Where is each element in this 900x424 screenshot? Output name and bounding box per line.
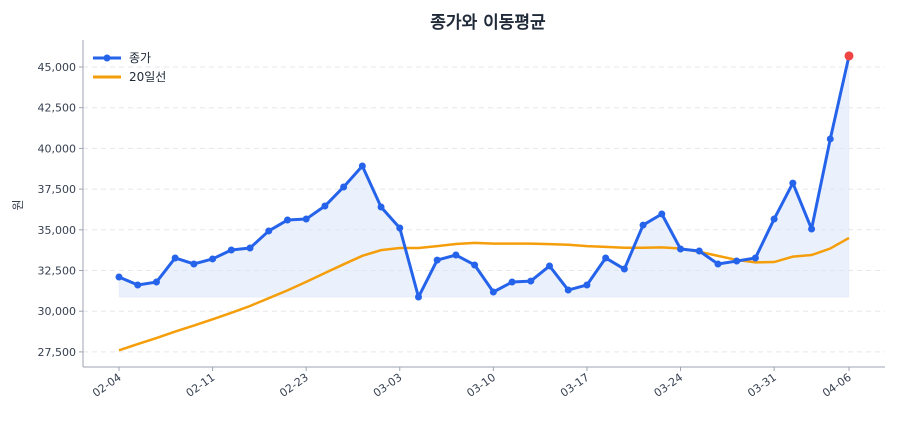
series-line-close [118,55,851,299]
data-point [826,135,834,143]
data-point [115,273,123,281]
data-point [433,256,441,264]
legend-marker-close [103,54,111,62]
data-point [751,254,759,262]
data-point [209,255,217,263]
data-point [546,262,554,270]
data-point [714,260,722,268]
data-point [227,246,235,254]
x-tick-label: 02-23 [277,371,311,400]
data-point [602,254,610,262]
x-tick-label: 03-03 [371,371,405,400]
data-point [789,179,797,187]
data-point [302,215,310,223]
x-tick-label: 02-04 [90,371,124,400]
x-tick-label: 03-17 [558,371,592,400]
data-point [639,221,647,229]
data-point [358,162,366,170]
x-tick-label: 03-24 [652,371,686,400]
y-tick-label: 40,000 [38,142,77,155]
y-tick-label: 37,500 [38,183,77,196]
data-point [414,293,422,301]
data-point [583,281,591,289]
legend: 종가 20일선 [93,51,166,84]
data-point [152,278,160,286]
data-point [396,224,404,232]
data-point [452,251,460,259]
data-point [658,210,666,218]
data-point [471,261,479,269]
data-point [171,254,179,262]
data-point [321,202,329,210]
series-line-ma20 [118,236,850,352]
data-point [508,278,516,286]
data-point [677,245,685,253]
data-point [246,244,254,252]
x-tick-label: 03-10 [464,371,498,400]
y-tick-label: 30,000 [38,305,77,318]
legend-label-ma20: 20일선 [129,70,166,84]
y-tick-label: 45,000 [38,61,77,74]
data-point [190,260,198,268]
y-tick-label: 35,000 [38,224,77,237]
chart-title: 종가와 이동평균 [430,13,546,33]
data-point [134,281,142,289]
data-point [733,257,741,265]
y-axis-label: 원 [11,199,25,210]
data-point [489,288,497,296]
data-point [340,183,348,191]
data-point [283,216,291,224]
y-tick-label: 27,500 [38,346,77,359]
x-tick-label: 02-11 [184,371,218,400]
data-point [620,265,628,273]
data-point [564,286,572,294]
data-point [770,215,778,223]
y-tick-label: 32,500 [38,265,77,278]
last-point-marker [844,51,854,61]
data-point [695,247,703,255]
x-tick-label: 04-06 [820,371,854,400]
y-tick-label: 42,500 [38,102,77,115]
data-point [265,227,273,235]
data-point [377,203,385,211]
x-tick-label: 03-31 [745,371,779,400]
data-point [808,225,816,233]
data-point [527,277,535,285]
legend-label-close: 종가 [129,51,151,65]
